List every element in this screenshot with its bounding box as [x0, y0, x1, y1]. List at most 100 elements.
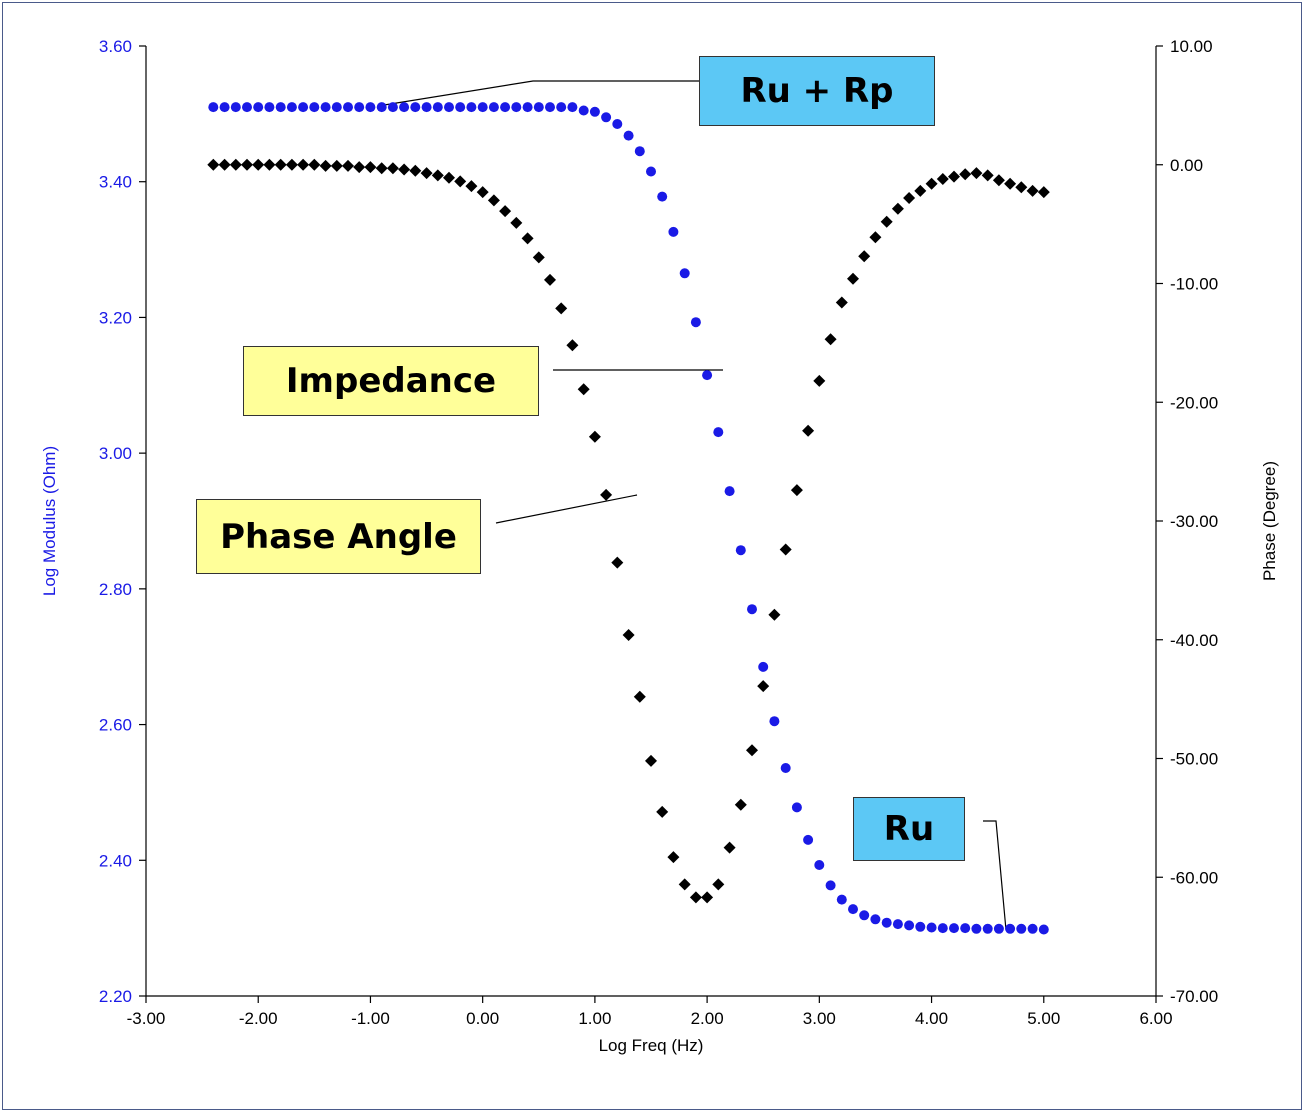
phase-point	[633, 690, 646, 703]
chart-canvas: -3.00 -2.00 -1.00 0.00 1.00 2.00 3.00 4.00 5.00 6…	[40, 37, 1279, 1055]
impedance-point	[444, 102, 454, 113]
phase-point	[285, 158, 298, 171]
impedance-point	[230, 102, 241, 113]
phase-point	[678, 878, 691, 891]
phase-point	[959, 168, 972, 181]
phase-point	[431, 169, 444, 182]
impedance-point	[769, 716, 780, 727]
phase-point	[420, 167, 433, 180]
impedance-point	[758, 661, 769, 672]
x-tick-label: -1.00	[351, 1009, 390, 1028]
impedance-point	[646, 166, 656, 177]
impedance-point	[455, 102, 466, 113]
impedance-point	[387, 102, 398, 113]
leader-ru	[983, 820, 1007, 931]
phase-point	[948, 170, 960, 183]
impedance-point	[1016, 923, 1027, 934]
impedance-point	[354, 102, 365, 113]
phase-point	[723, 841, 736, 854]
phase-point	[342, 159, 354, 172]
impedance-point	[881, 917, 892, 928]
annotation-ru: Ru	[853, 797, 965, 861]
impedance-point	[331, 102, 342, 113]
x-tick-label: 6.00	[1139, 1009, 1172, 1028]
phase-point	[308, 158, 321, 171]
phase-point	[297, 158, 310, 171]
phase-point	[386, 162, 399, 175]
impedance-point	[825, 880, 836, 891]
leader-ru-rp	[377, 80, 699, 107]
phase-point	[813, 374, 826, 387]
impedance-point	[466, 102, 477, 113]
phase-point	[476, 186, 489, 199]
right-y-tick-label: -20.00	[1170, 393, 1218, 412]
impedance-point	[780, 763, 791, 773]
phase-point	[600, 488, 613, 501]
impedance-point	[365, 102, 376, 113]
phase-point	[734, 798, 747, 811]
impedance-point	[634, 146, 645, 157]
x-tick-label: 2.00	[691, 1009, 724, 1028]
impedance-point	[589, 106, 600, 117]
left-y-tick-label: 2.60	[99, 716, 132, 735]
impedance-point	[814, 860, 825, 870]
phase-point	[465, 180, 478, 193]
impedance-series	[208, 102, 1049, 935]
impedance-point	[971, 923, 982, 934]
impedance-point	[848, 904, 858, 915]
phase-point	[622, 629, 635, 641]
impedance-point	[500, 102, 511, 113]
impedance-point	[1005, 923, 1016, 934]
impedance-point	[219, 102, 230, 113]
right-y-tick-label: -50.00	[1170, 750, 1218, 769]
x-tick-label: 4.00	[915, 1009, 948, 1028]
phase-point	[532, 251, 545, 264]
phase-point	[263, 158, 276, 171]
left-y-tick-label: 3.20	[99, 308, 132, 327]
impedance-point	[679, 268, 690, 279]
phase-point	[398, 163, 411, 176]
phase-point	[802, 424, 815, 437]
phase-point	[1037, 186, 1050, 199]
impedance-point	[567, 102, 578, 113]
phase-point	[835, 296, 848, 309]
impedance-point	[904, 920, 915, 931]
x-tick-label: -3.00	[127, 1009, 166, 1028]
phase-point	[689, 891, 702, 904]
right-y-tick-label: 0.00	[1170, 156, 1203, 175]
phase-point	[364, 161, 377, 174]
phase-point	[319, 159, 332, 172]
impedance-point	[803, 834, 814, 845]
impedance-point	[960, 923, 971, 934]
impedance-point	[242, 102, 252, 113]
right-y-tick-label: -10.00	[1170, 275, 1218, 294]
impedance-point	[376, 102, 387, 113]
left-y-tick-label: 3.00	[99, 444, 132, 463]
impedance-point	[791, 802, 802, 813]
impedance-point	[1027, 923, 1038, 934]
impedance-point	[668, 226, 679, 237]
right-y-axis-title: Phase (Degree)	[1260, 461, 1279, 581]
impedance-point	[421, 102, 432, 113]
right-y-tick-label: -30.00	[1170, 512, 1218, 531]
phase-point	[746, 744, 758, 757]
impedance-point	[578, 105, 589, 116]
impedance-point	[511, 102, 522, 113]
impedance-point	[309, 102, 320, 113]
phase-point	[903, 192, 916, 204]
phase-point	[588, 430, 601, 443]
impedance-point	[477, 102, 488, 113]
phase-point	[544, 273, 556, 286]
left-y-tick-label: 2.40	[99, 851, 132, 870]
left-y-tick-label: 2.20	[99, 987, 132, 1006]
impedance-point	[432, 102, 443, 113]
right-y-tick-label: 10.00	[1170, 37, 1213, 56]
impedance-point	[993, 923, 1004, 934]
impedance-point	[623, 130, 634, 141]
phase-point	[577, 383, 590, 396]
left-y-tick-label: 3.40	[99, 173, 132, 192]
impedance-point	[926, 922, 937, 933]
annotation-impedance: Impedance	[243, 346, 539, 416]
right-y-tick-label: -60.00	[1170, 868, 1218, 887]
